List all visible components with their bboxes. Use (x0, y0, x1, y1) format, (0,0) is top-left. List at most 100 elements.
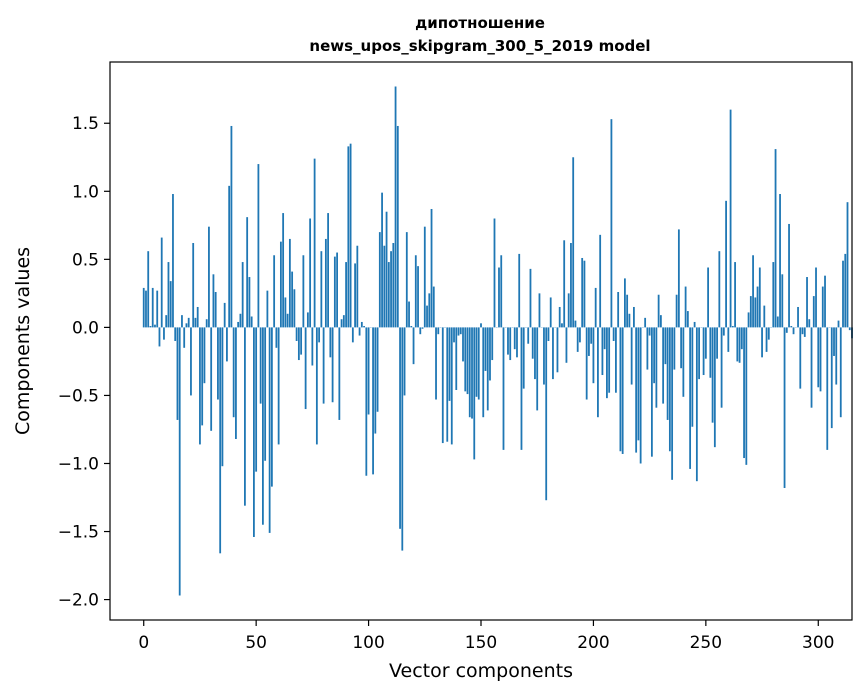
bar (702, 327, 705, 376)
bar (176, 327, 179, 420)
bar (590, 327, 593, 344)
bar (475, 327, 478, 397)
bar (599, 234, 602, 328)
bar (592, 327, 595, 384)
bar (655, 327, 658, 408)
bar (594, 287, 597, 328)
bar (196, 306, 199, 328)
bar (223, 302, 226, 328)
bar (412, 327, 415, 365)
bar (293, 289, 296, 328)
bar (311, 327, 314, 366)
bar (821, 286, 824, 328)
bar (731, 326, 734, 328)
bar (221, 327, 224, 467)
bar (673, 327, 676, 370)
bar (302, 255, 305, 328)
bar (205, 319, 208, 328)
bar (383, 245, 386, 328)
bar (745, 327, 748, 465)
bar (484, 327, 487, 371)
bar (149, 326, 152, 328)
bar (628, 313, 631, 328)
bar (459, 327, 462, 335)
bar (552, 327, 554, 380)
bar (394, 86, 397, 328)
bar (788, 223, 790, 328)
bar (228, 185, 231, 328)
bar (693, 321, 696, 328)
bar (441, 327, 444, 444)
bar (538, 293, 541, 328)
bar (374, 327, 377, 434)
x-tick-label: 300 (802, 633, 834, 653)
bar (304, 327, 307, 410)
bar (259, 327, 262, 404)
bar (565, 327, 568, 363)
bar (626, 294, 629, 328)
bar (385, 211, 388, 328)
bar (581, 257, 584, 328)
bar (297, 327, 300, 361)
bar (722, 327, 725, 336)
bar (387, 262, 390, 328)
bar (351, 327, 354, 343)
bar (621, 327, 624, 454)
bar (230, 125, 233, 328)
bar (704, 327, 707, 359)
bar (309, 218, 312, 328)
bar (480, 323, 482, 328)
bar (608, 327, 611, 393)
bar (547, 327, 550, 341)
bar (268, 327, 271, 533)
bar (637, 327, 640, 441)
bar (520, 327, 523, 450)
bar (835, 327, 838, 385)
bar (549, 297, 552, 328)
bar (615, 327, 617, 393)
bar (799, 327, 802, 389)
bar (194, 317, 197, 328)
bar (772, 262, 775, 328)
bar (597, 327, 599, 418)
bar (239, 313, 242, 328)
bar (300, 327, 303, 355)
bar (677, 229, 680, 328)
bar (201, 327, 204, 426)
bar (842, 260, 844, 328)
bar (457, 327, 460, 336)
bar (154, 324, 156, 328)
bar (482, 327, 485, 418)
bar (428, 293, 431, 328)
bar (502, 327, 505, 450)
bar (527, 327, 530, 344)
y-tick-label: 0.5 (72, 250, 99, 270)
bar (376, 327, 379, 412)
bar (761, 327, 763, 358)
bar (743, 327, 745, 459)
bar (846, 202, 849, 328)
bar (612, 327, 615, 341)
y-axis-label: Components values (12, 247, 34, 435)
bar (320, 251, 323, 328)
bar (576, 327, 579, 352)
bar (653, 327, 656, 384)
bar (725, 200, 727, 328)
bar (601, 327, 604, 376)
bar (237, 321, 240, 328)
bar (707, 267, 709, 328)
bar (284, 297, 287, 328)
bar (401, 327, 404, 551)
bar (570, 243, 572, 328)
bar (199, 327, 201, 445)
bar (219, 327, 222, 554)
y-tick-label: 1.5 (72, 114, 99, 134)
bar (830, 327, 833, 429)
bar (500, 255, 503, 328)
bar (174, 327, 177, 341)
bar (181, 315, 183, 328)
bar (574, 320, 577, 328)
bar (806, 277, 808, 328)
bar (363, 326, 365, 328)
bar (682, 327, 685, 397)
